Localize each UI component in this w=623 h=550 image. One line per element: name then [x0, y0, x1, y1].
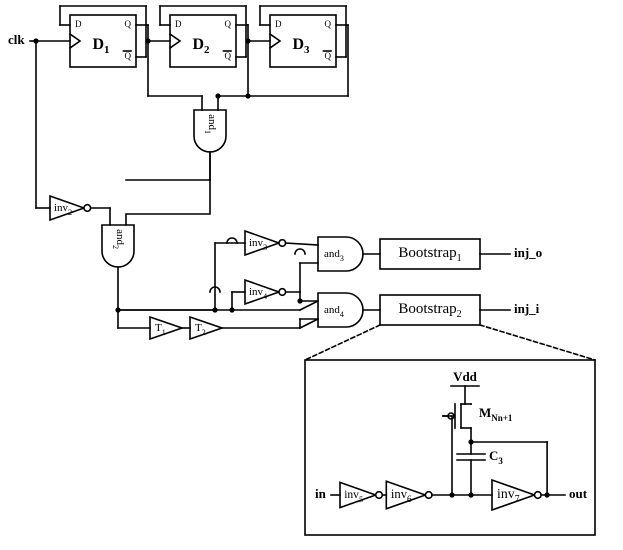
svg-text:Q: Q: [325, 19, 332, 29]
svg-text:D1: D1: [92, 36, 109, 56]
svg-text:Bootstrap2: Bootstrap2: [398, 301, 461, 320]
svg-text:clk: clk: [8, 32, 25, 47]
svg-text:and3: and3: [324, 248, 344, 263]
svg-text:D: D: [75, 19, 82, 29]
svg-text:in: in: [315, 486, 327, 501]
svg-text:inv2: inv2: [54, 202, 72, 217]
svg-text:and2: and2: [111, 229, 126, 249]
svg-text:inv5: inv5: [344, 489, 363, 504]
svg-text:T2: T2: [195, 322, 206, 337]
svg-text:MNn+1: MNn+1: [479, 405, 513, 423]
svg-text:T1: T1: [155, 322, 166, 337]
svg-text:out: out: [569, 486, 588, 501]
svg-text:D: D: [175, 19, 182, 29]
svg-text:Q: Q: [325, 51, 332, 61]
svg-text:Q: Q: [225, 51, 232, 61]
svg-text:D: D: [275, 19, 282, 29]
svg-text:inj_o: inj_o: [514, 245, 542, 260]
svg-text:Q: Q: [225, 19, 232, 29]
svg-text:inv4: inv4: [249, 286, 267, 301]
svg-text:D2: D2: [192, 36, 210, 56]
svg-text:Q: Q: [125, 19, 132, 29]
svg-text:inv3: inv3: [249, 237, 267, 252]
svg-text:Q: Q: [125, 51, 132, 61]
svg-text:and1: and1: [203, 114, 218, 134]
svg-text:C3: C3: [489, 448, 503, 466]
svg-text:Vdd: Vdd: [453, 369, 478, 384]
svg-text:D3: D3: [292, 36, 310, 56]
svg-text:inj_i: inj_i: [514, 301, 540, 316]
svg-text:and4: and4: [324, 304, 344, 319]
svg-text:Bootstrap1: Bootstrap1: [398, 245, 461, 264]
